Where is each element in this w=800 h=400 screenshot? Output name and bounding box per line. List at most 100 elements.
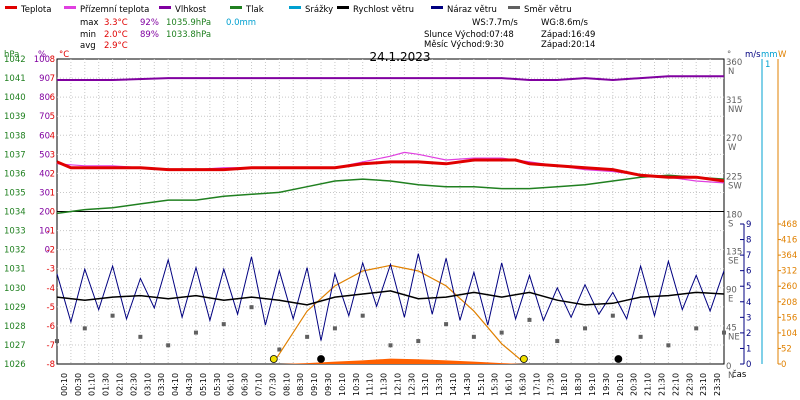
unit-w: W	[778, 50, 787, 60]
tick-hpa: 1026	[4, 360, 26, 370]
dir-point	[55, 339, 59, 344]
unit-pct: %	[38, 50, 46, 60]
dir-point	[444, 322, 449, 327]
tick-time: 16:30	[519, 373, 528, 396]
tick-pct: 10	[39, 227, 50, 237]
tick-hpa: 1042	[4, 55, 26, 65]
legend-label: Srážky	[305, 5, 333, 15]
info-moon-rise: Měsíc Východ:9:30	[424, 40, 504, 50]
tick-time: 05:30	[213, 373, 222, 396]
legend-label: Rychlost větru	[353, 5, 414, 15]
tick-time: 09:10	[310, 373, 319, 396]
tick-dir-letter: S	[728, 219, 733, 229]
info-ws: WS:7.7m/s	[472, 18, 518, 28]
tick-time: 19:10	[588, 373, 597, 396]
tick-ms: 2	[746, 329, 751, 339]
dir-point	[610, 313, 615, 318]
tick-hpa: 1037	[4, 150, 26, 160]
dir-point	[527, 317, 532, 322]
tick-time: 07:30	[268, 373, 277, 396]
tick-time: 11:10	[366, 373, 375, 396]
legend-swatch	[508, 6, 520, 9]
tick-dir-letter: SW	[728, 181, 742, 191]
tick-time: 15:30	[491, 373, 500, 396]
tick-degc: 1	[50, 188, 55, 198]
moonset-marker	[614, 355, 623, 363]
tick-time: 06:30	[241, 373, 250, 396]
tick-hpa: 1040	[4, 93, 26, 103]
dir-point	[499, 330, 504, 335]
tick-w: 416	[781, 236, 797, 246]
tick-ms: 8	[746, 236, 751, 246]
tick-dir: 0	[726, 362, 731, 372]
tick-dir: 135	[726, 248, 742, 258]
info-wg: WG:8.6m/s	[541, 18, 589, 28]
tick-ms: 1	[746, 344, 751, 354]
tick-time: 01:30	[102, 373, 111, 396]
tick-time: 20:30	[630, 373, 639, 396]
tick-hpa: 1033	[4, 227, 26, 237]
tick-degc: 6	[50, 93, 55, 103]
tick-time: 21:30	[657, 373, 666, 396]
tick-time: 09:30	[324, 373, 333, 396]
dir-point	[166, 343, 171, 348]
tick-pct: 0	[45, 246, 50, 256]
dir-point	[638, 334, 643, 339]
legend-label: Vlhkost	[175, 5, 207, 15]
tick-pct: 80	[39, 93, 50, 103]
dir-point	[193, 330, 198, 335]
tick-dir-letter: N	[728, 67, 734, 77]
legend-label: Směr větru	[524, 5, 572, 15]
dir-point	[138, 334, 143, 339]
legend-swatch	[159, 6, 171, 9]
dir-point	[388, 343, 393, 348]
dir-point	[332, 326, 337, 331]
stat-max-rain: 0.0mm	[226, 18, 256, 28]
dir-point	[666, 343, 671, 348]
tick-degc: -6	[47, 322, 55, 332]
tick-hpa: 1027	[4, 341, 26, 351]
legend-swatch	[5, 6, 17, 9]
tick-hpa: 1034	[4, 208, 26, 218]
tick-hpa: 1031	[4, 265, 26, 275]
dir-point	[416, 339, 421, 344]
tick-time: 14:30	[463, 373, 472, 396]
tick-time: 02:10	[116, 373, 125, 396]
unit-time: čas	[732, 369, 747, 380]
tick-w: 260	[781, 282, 797, 292]
tick-ms: 0	[746, 360, 751, 370]
tick-pct: 60	[39, 131, 50, 141]
unit-ms: m/s	[745, 50, 761, 60]
tick-time: 12:30	[407, 373, 416, 396]
tick-degc: -4	[47, 284, 55, 294]
tick-time: 11:30	[380, 373, 389, 396]
tick-time: 06:10	[227, 373, 236, 396]
legend: Teplota Přízemní teplota Vlhkost Tlak Srážky…	[5, 5, 572, 15]
unit-mm: mm	[761, 50, 778, 60]
tick-time: 08:30	[296, 373, 305, 396]
tick-time: 23:30	[713, 373, 722, 396]
info-sun-rise: Slunce Východ:07:48	[424, 30, 514, 40]
tick-degc: 0	[50, 208, 55, 218]
tick-w: 312	[781, 267, 797, 277]
tick-time: 13:30	[435, 373, 444, 396]
tick-time: 15:10	[477, 373, 486, 396]
legend-label: Teplota	[20, 5, 51, 15]
tick-dir-letter: W	[728, 143, 737, 153]
sunset-marker	[520, 355, 528, 363]
tick-time: 19:30	[602, 373, 611, 396]
tick-dir-letter: E	[728, 295, 733, 305]
tick-time: 05:10	[199, 373, 208, 396]
humidity-line	[57, 75, 724, 82]
tick-hpa: 1041	[4, 74, 26, 84]
unit-deg: °	[727, 50, 731, 60]
tick-hpa: 1038	[4, 131, 26, 141]
tick-ms: 6	[746, 267, 751, 277]
tick-dir-letter: NW	[728, 105, 743, 115]
tick-time: 04:10	[171, 373, 180, 396]
tick-degc: -3	[47, 265, 55, 275]
legend-label: Náraz větru	[447, 5, 497, 15]
tick-degc: 2	[50, 169, 55, 179]
dir-point	[249, 305, 254, 310]
